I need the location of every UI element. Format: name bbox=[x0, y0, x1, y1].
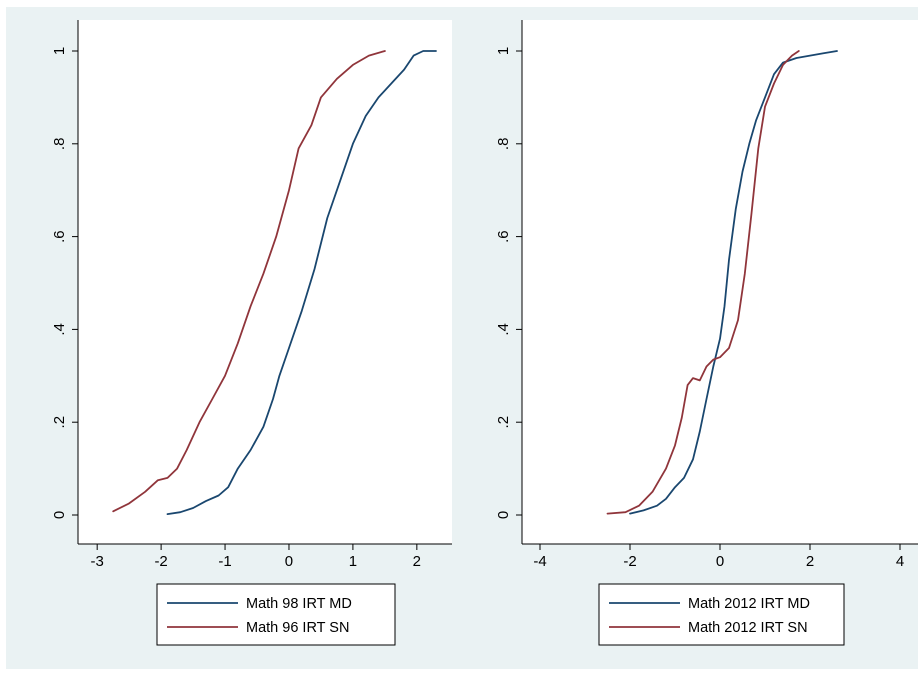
y-tick-label: .4 bbox=[51, 323, 68, 336]
x-tick-label: 4 bbox=[896, 553, 904, 570]
plot-area bbox=[78, 20, 452, 544]
x-tick-label: -1 bbox=[218, 553, 231, 570]
legend-label: Math 2012 IRT SN bbox=[688, 620, 808, 636]
y-tick-label: .2 bbox=[51, 416, 68, 429]
legend-label: Math 96 IRT SN bbox=[246, 620, 349, 636]
y-tick-label: .8 bbox=[495, 138, 512, 151]
y-tick-label: .2 bbox=[495, 416, 512, 429]
legend-box bbox=[156, 583, 396, 646]
chart-panel-1: 0 .2 .4 .6 .8 1 -3 -2 -1 0 1 2 Math 98 IRT MD Math 96… bbox=[51, 20, 452, 646]
x-tick-label: -2 bbox=[154, 553, 167, 570]
x-tick-label: -2 bbox=[623, 553, 636, 570]
y-tick-label: .4 bbox=[495, 323, 512, 336]
legend-box bbox=[598, 583, 845, 646]
series-line-1 bbox=[166, 50, 437, 515]
y-tick-label: 1 bbox=[51, 47, 68, 55]
y-tick-label: .6 bbox=[51, 230, 68, 243]
series-line-2 bbox=[606, 50, 800, 515]
y-tick-label: .6 bbox=[495, 230, 512, 243]
x-tick-label: 1 bbox=[349, 553, 357, 570]
plot-area bbox=[522, 20, 918, 544]
x-tick-label: 0 bbox=[285, 553, 293, 570]
series-line-2 bbox=[112, 50, 386, 513]
y-tick-label: 0 bbox=[495, 511, 512, 519]
x-tick-label: -3 bbox=[91, 553, 104, 570]
x-tick-label: -4 bbox=[533, 553, 546, 570]
legend: Math 98 IRT MD Math 96 IRT SN bbox=[156, 583, 396, 646]
x-tick-label: 2 bbox=[806, 553, 814, 570]
legend-label: Math 2012 IRT MD bbox=[688, 596, 810, 612]
y-tick-label: 0 bbox=[51, 511, 68, 519]
x-tick-label: 0 bbox=[716, 553, 724, 570]
legend: Math 2012 IRT MD Math 2012 IRT SN bbox=[598, 583, 845, 646]
legend-label: Math 98 IRT MD bbox=[246, 596, 352, 612]
x-tick-label: 2 bbox=[413, 553, 421, 570]
y-tick-label: .8 bbox=[51, 138, 68, 151]
y-tick-label: 1 bbox=[495, 47, 512, 55]
